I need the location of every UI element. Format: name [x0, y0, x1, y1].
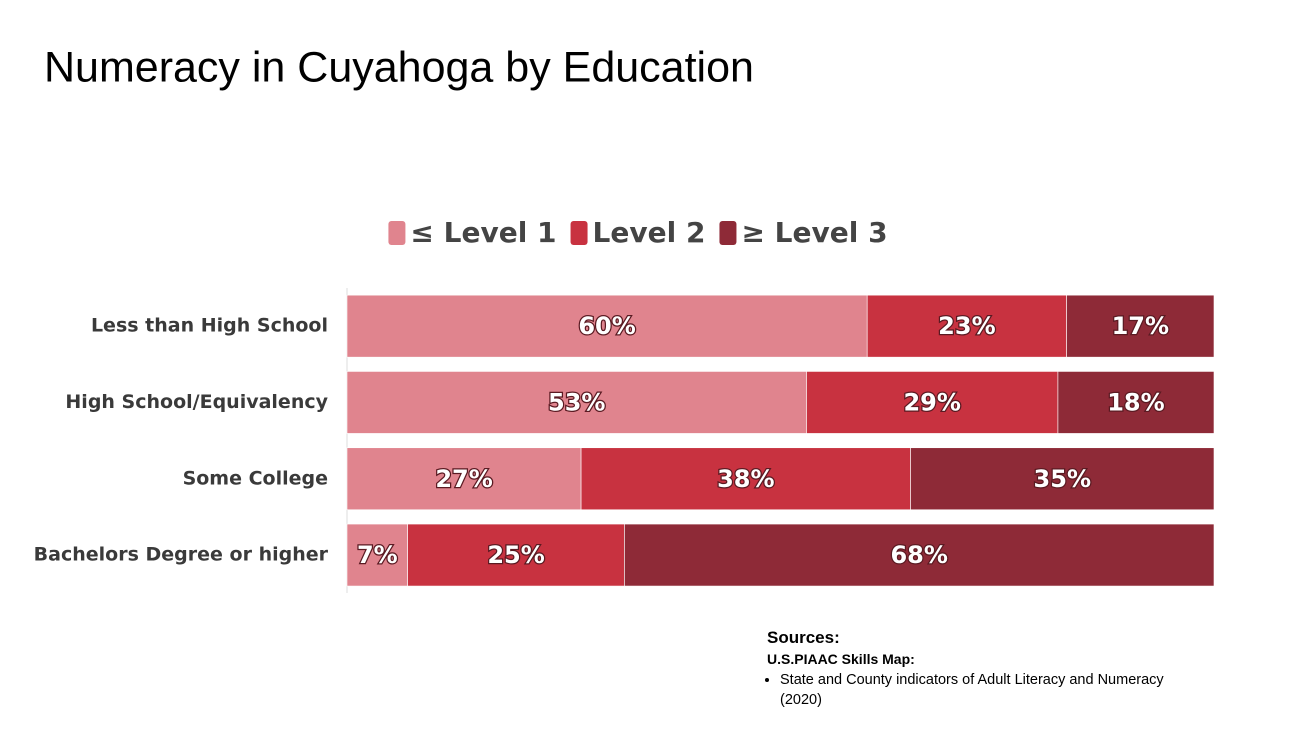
legend-swatch [388, 221, 406, 245]
sources-list: State and County indicators of Adult Lit… [767, 670, 1207, 710]
bar-segment [624, 523, 1215, 587]
legend-swatch [570, 221, 588, 245]
bar-segment [1057, 371, 1215, 434]
bar-segment [580, 447, 911, 511]
sources-subtitle: U.S.PIAAC Skills Map: [767, 651, 915, 667]
data-label: 17% [1112, 312, 1169, 340]
legend-label: Level 2 [593, 216, 706, 249]
bar-segment [346, 523, 408, 587]
y-tick-label: Bachelors Degree or higher [34, 544, 329, 566]
data-label: 53% [548, 388, 605, 416]
sources: Sources: U.S.PIAAC Skills Map: State and… [767, 628, 1207, 710]
chart-title: Numeracy in Cuyahoga by Education [44, 43, 754, 91]
bar-segment [1066, 294, 1215, 358]
data-label: 7% [357, 541, 398, 569]
data-label: 68% [890, 541, 947, 569]
y-tick-label: High School/Equivalency [65, 391, 328, 413]
bar-segment [346, 294, 868, 358]
data-label: 35% [1034, 465, 1091, 493]
data-label: 29% [903, 388, 960, 416]
legend-label: ≤ Level 1 [410, 216, 556, 249]
legend-swatch [719, 221, 737, 245]
data-label: 18% [1107, 388, 1164, 416]
legend-label: ≥ Level 3 [741, 216, 887, 249]
bar-segment [866, 294, 1067, 358]
y-tick-label: Some College [183, 467, 328, 489]
data-label: 38% [717, 465, 774, 493]
sources-title: Sources: [767, 628, 840, 647]
y-tick-label: Less than High School [91, 315, 328, 337]
bar-segment [346, 371, 807, 434]
data-label: 27% [435, 465, 492, 493]
source-item: State and County indicators of Adult Lit… [780, 670, 1207, 710]
data-label: 23% [938, 312, 995, 340]
data-label: 25% [487, 541, 544, 569]
bar-segment [910, 447, 1215, 511]
data-label: 60% [578, 312, 635, 340]
bar-segment [407, 523, 625, 587]
